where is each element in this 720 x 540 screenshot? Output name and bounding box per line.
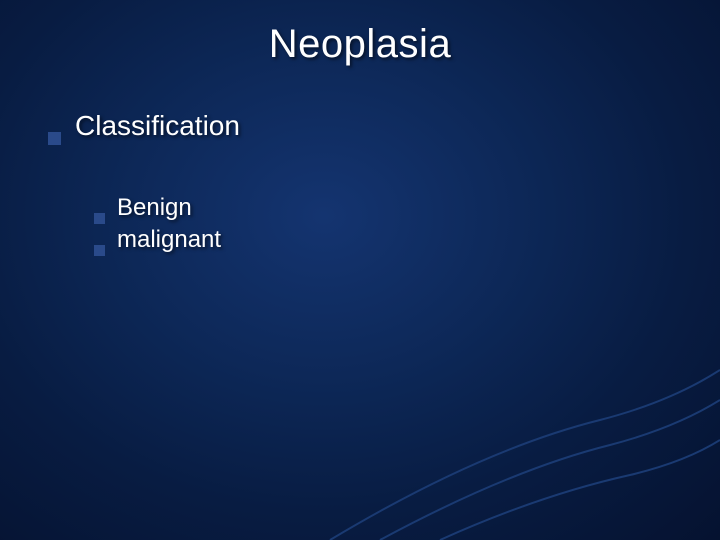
bullet-level2-item: malignant — [94, 226, 221, 254]
square-bullet-icon — [94, 203, 105, 214]
bullet-level2-item: Benign — [94, 194, 221, 222]
square-bullet-icon — [48, 120, 61, 133]
slide: Neoplasia Classification Benign malignan… — [0, 0, 720, 540]
level1-text: Classification — [75, 110, 240, 142]
bullet-level2-group: Benign malignant — [94, 194, 221, 258]
square-bullet-icon — [94, 235, 105, 246]
swoosh-decoration-icon — [300, 280, 720, 540]
level2-text: Benign — [117, 194, 192, 222]
level2-text: malignant — [117, 226, 221, 254]
bullet-level1: Classification — [48, 110, 240, 142]
slide-title: Neoplasia — [0, 22, 720, 67]
